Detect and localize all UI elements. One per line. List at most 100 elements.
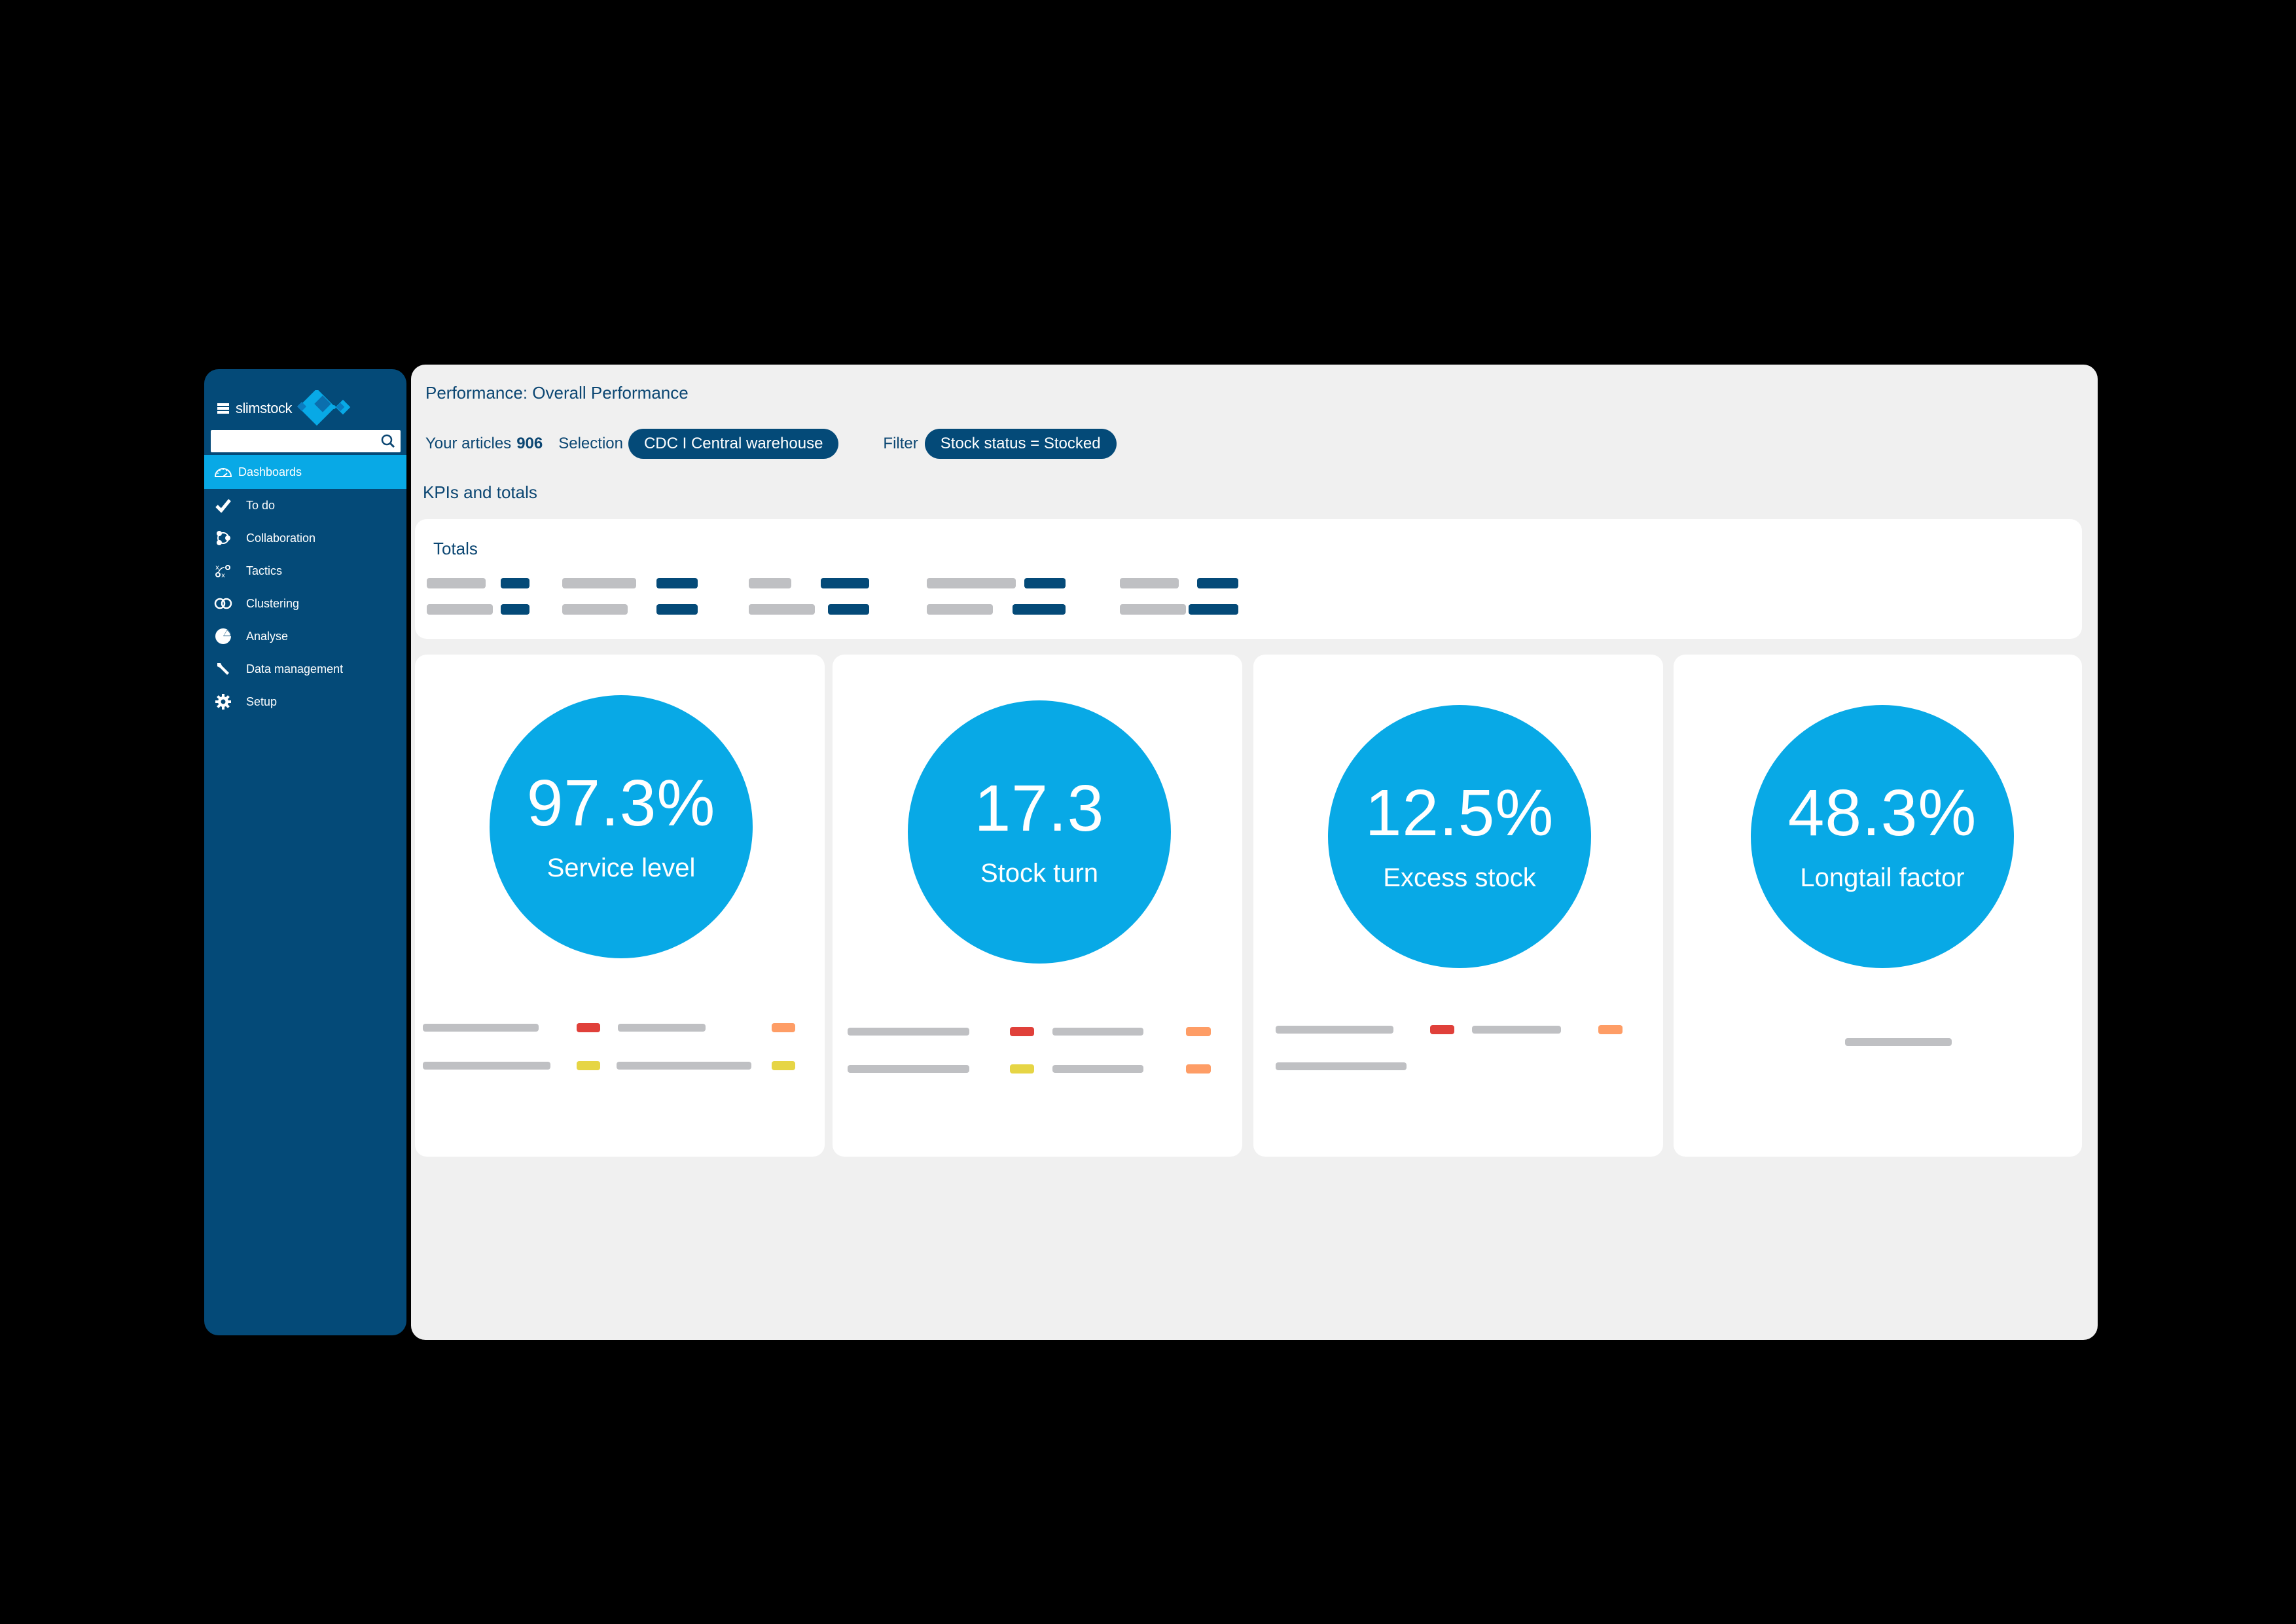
detail-label-placeholder: [1052, 1065, 1143, 1073]
total-value-placeholder: [1024, 578, 1066, 588]
kpi-card-stock-turn[interactable]: 17.3 Stock turn: [833, 655, 1242, 1157]
sidebar-item-label: Setup: [246, 695, 278, 708]
total-label-placeholder: [749, 578, 791, 588]
brand-row: slimstock: [217, 389, 353, 428]
total-value-placeholder: [1197, 578, 1238, 588]
sidebar-item-analyse[interactable]: Analyse: [204, 620, 406, 653]
collaboration-icon: [213, 528, 233, 548]
kpi-circle: 12.5% Excess stock: [1328, 705, 1591, 968]
total-value-placeholder: [1013, 604, 1066, 615]
total-value-placeholder: [501, 578, 529, 588]
gear-icon: [213, 692, 233, 712]
total-label-placeholder: [427, 604, 493, 615]
totals-title: Totals: [433, 539, 478, 558]
total-label-placeholder: [927, 578, 1016, 588]
kpi-circle: 97.3% Service level: [490, 695, 753, 958]
svg-text:x: x: [221, 572, 225, 578]
total-label-placeholder: [562, 578, 636, 588]
sidebar: slimstock Dashboards To do: [204, 369, 406, 1335]
status-red-indicator: [577, 1023, 600, 1032]
brand-name: slimstock: [236, 400, 292, 416]
sidebar-item-label: Clustering: [246, 596, 300, 610]
sidebar-item-label: Dashboards: [238, 465, 302, 478]
gauge-icon: [213, 462, 233, 482]
kpi-value: 48.3%: [1787, 776, 1977, 850]
detail-label-placeholder: [1276, 1026, 1393, 1034]
svg-text:x: x: [215, 564, 219, 571]
sidebar-item-label: Analyse: [246, 629, 289, 643]
search-icon[interactable]: [381, 434, 395, 448]
sidebar-item-label: Collaboration: [246, 531, 316, 545]
selection-label: Selection: [558, 435, 623, 452]
articles-label: Your articles: [425, 435, 512, 452]
filter-label: Filter: [883, 435, 918, 452]
status-orange-indicator: [1186, 1064, 1211, 1074]
detail-label-placeholder: [1472, 1026, 1561, 1034]
sidebar-item-to-do[interactable]: To do: [204, 489, 406, 522]
slimstock-logo-icon: [296, 390, 351, 426]
detail-label-placeholder: [1276, 1062, 1407, 1070]
status-yellow-indicator: [1010, 1064, 1034, 1074]
total-value-placeholder: [1189, 604, 1238, 615]
detail-label-placeholder: [1845, 1038, 1952, 1046]
sidebar-item-dashboards[interactable]: Dashboards: [204, 455, 406, 489]
total-label-placeholder: [427, 578, 486, 588]
clustering-icon: [213, 594, 233, 613]
checkmark-icon: [213, 496, 233, 515]
status-yellow-indicator: [772, 1061, 795, 1070]
total-label-placeholder: [927, 604, 993, 615]
detail-label-placeholder: [1052, 1028, 1143, 1036]
kpi-label: Excess stock: [1383, 863, 1536, 892]
kpi-card-longtail-factor[interactable]: 48.3% Longtail factor: [1674, 655, 2082, 1157]
selection-pill[interactable]: CDC I Central warehouse: [628, 429, 839, 459]
sidebar-item-clustering[interactable]: Clustering: [204, 587, 406, 620]
totals-card: Totals: [415, 519, 2082, 639]
status-yellow-indicator: [577, 1061, 600, 1070]
wrench-icon: [213, 659, 233, 679]
kpi-value: 97.3%: [526, 767, 716, 840]
total-value-placeholder: [656, 578, 698, 588]
kpi-circle: 17.3 Stock turn: [908, 700, 1171, 964]
kpi-card-excess-stock[interactable]: 12.5% Excess stock: [1253, 655, 1663, 1157]
total-value-placeholder: [501, 604, 529, 615]
sidebar-item-label: To do: [246, 498, 276, 512]
context-row: Your articles 906 Selection CDC I Centra…: [425, 429, 1117, 459]
sidebar-item-setup[interactable]: Setup: [204, 685, 406, 718]
filter-pill[interactable]: Stock status = Stocked: [924, 429, 1117, 459]
status-red-indicator: [1430, 1025, 1454, 1034]
detail-label-placeholder: [848, 1065, 969, 1073]
detail-label-placeholder: [848, 1028, 969, 1036]
kpi-value: 17.3: [974, 772, 1105, 845]
sidebar-item-label: Tactics: [246, 564, 283, 577]
total-label-placeholder: [1120, 578, 1179, 588]
sidebar-item-data-management[interactable]: Data management: [204, 653, 406, 685]
total-label-placeholder: [1120, 604, 1186, 615]
status-red-indicator: [1010, 1027, 1034, 1036]
sidebar-item-collaboration[interactable]: Collaboration: [204, 522, 406, 554]
status-orange-indicator: [772, 1023, 795, 1032]
detail-label-placeholder: [617, 1062, 751, 1070]
search-input[interactable]: [211, 430, 378, 451]
kpi-label: Longtail factor: [1800, 863, 1965, 892]
kpi-label: Service level: [547, 854, 696, 882]
total-value-placeholder: [821, 578, 869, 588]
detail-label-placeholder: [423, 1062, 550, 1070]
kpi-value: 12.5%: [1365, 776, 1554, 850]
total-label-placeholder: [749, 604, 815, 615]
sidebar-item-label: Data management: [246, 662, 344, 676]
kpi-label: Stock turn: [980, 859, 1099, 888]
page-title: Performance: Overall Performance: [425, 383, 689, 403]
pie-chart-icon: [213, 626, 233, 646]
search-box[interactable]: [211, 430, 401, 452]
kpi-circle: 48.3% Longtail factor: [1751, 705, 2014, 968]
articles-count: 906: [516, 435, 543, 452]
detail-label-placeholder: [423, 1024, 539, 1032]
main-panel: Performance: Overall Performance Your ar…: [411, 365, 2098, 1340]
detail-label-placeholder: [618, 1024, 706, 1032]
kpi-card-service-level[interactable]: 97.3% Service level: [415, 655, 825, 1157]
section-title: KPIs and totals: [423, 482, 537, 502]
hamburger-menu-icon[interactable]: [217, 403, 229, 414]
